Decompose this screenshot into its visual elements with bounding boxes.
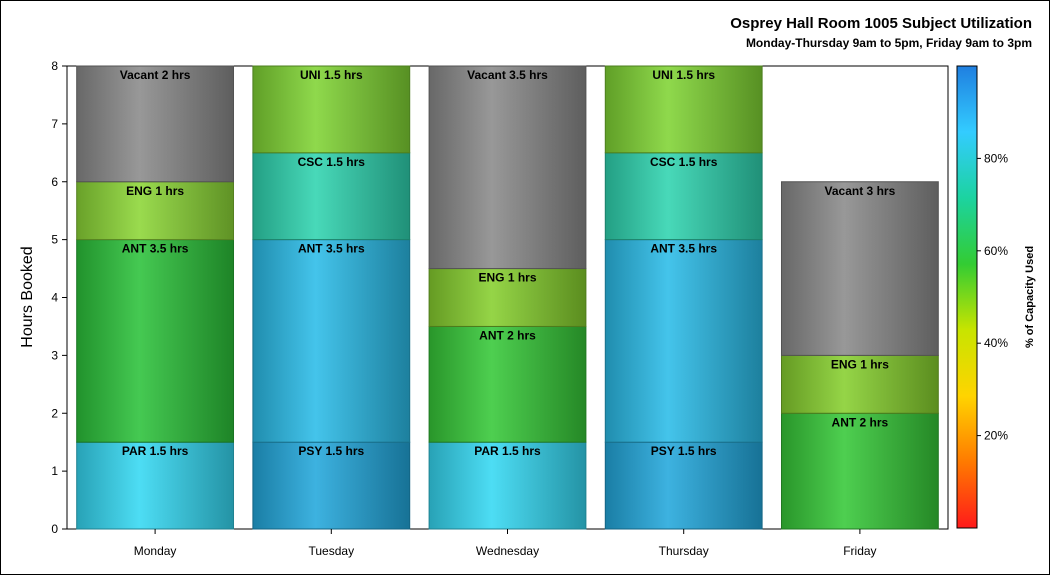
y-tick-label: 7: [51, 117, 58, 131]
segment-label: ENG 1 hrs: [126, 184, 184, 198]
bar-segment: [604, 441, 763, 530]
bar-segment: [76, 239, 235, 443]
bar-segment: [76, 441, 235, 530]
x-tick-label: Wednesday: [476, 544, 539, 558]
bar-segment: [252, 65, 411, 154]
chart-subtitle: Monday-Thursday 9am to 5pm, Friday 9am t…: [746, 36, 1032, 50]
segment-label: CSC 1.5 hrs: [650, 155, 718, 169]
x-tick-label: Thursday: [659, 544, 709, 558]
y-tick-label: 6: [51, 175, 58, 189]
y-tick-label: 8: [51, 59, 58, 73]
x-tick-label: Friday: [843, 544, 876, 558]
colorbar-tick-label: 60%: [984, 244, 1008, 258]
segment-label: CSC 1.5 hrs: [298, 155, 366, 169]
segment-label: Vacant 3 hrs: [825, 184, 896, 198]
segment-label: PSY 1.5 hrs: [298, 444, 364, 458]
bar-segment: [780, 412, 939, 530]
x-tick-label: Monday: [134, 544, 177, 558]
bar-segment: [604, 65, 763, 154]
bar-segment: [604, 239, 763, 443]
segment-label: ANT 3.5 hrs: [122, 242, 189, 256]
segment-label: ENG 1 hrs: [831, 357, 889, 371]
segment-label: Vacant 2 hrs: [120, 68, 191, 82]
segment-label: UNI 1.5 hrs: [652, 68, 715, 82]
bar-segment: [604, 152, 763, 241]
bar-segment: [780, 181, 939, 356]
colorbar-tick-label: 80%: [984, 151, 1008, 165]
bar-segment: [252, 152, 411, 241]
segment-label: ANT 3.5 hrs: [298, 242, 365, 256]
colorbar-tick-label: 40%: [984, 336, 1008, 350]
segment-label: ANT 2 hrs: [479, 328, 536, 342]
y-tick-label: 2: [51, 406, 58, 420]
segment-label: UNI 1.5 hrs: [300, 68, 363, 82]
y-axis-title: Hours Booked: [19, 246, 36, 347]
colorbar: [956, 65, 978, 529]
chart-title: Osprey Hall Room 1005 Subject Utilizatio…: [730, 15, 1032, 32]
y-tick-label: 1: [51, 464, 58, 478]
segment-label: PAR 1.5 hrs: [122, 444, 189, 458]
bar-segment: [252, 239, 411, 443]
y-tick-label: 3: [51, 348, 58, 362]
bar-segment: [76, 65, 235, 183]
y-tick-label: 4: [51, 291, 58, 305]
bar-segment: [780, 354, 939, 414]
bar-segment: [428, 65, 587, 270]
segment-label: ENG 1 hrs: [478, 271, 536, 285]
x-tick-label: Tuesday: [309, 544, 355, 558]
y-tick-label: 0: [51, 522, 58, 536]
colorbar-tick-label: 20%: [984, 429, 1008, 443]
bar-segment: [76, 181, 235, 241]
segment-label: ANT 3.5 hrs: [650, 242, 717, 256]
segment-label: Vacant 3.5 hrs: [467, 68, 548, 82]
bar-segment: [428, 325, 587, 443]
bar-segment: [252, 441, 411, 530]
y-tick-label: 5: [51, 233, 58, 247]
color-legend: 20% 40% 60% 80% % of Capacity Used: [956, 65, 1036, 529]
segment-label: ANT 2 hrs: [832, 415, 889, 429]
segment-label: PSY 1.5 hrs: [651, 444, 717, 458]
plot-area: 0 1 2 3 4 5 6 7 8 PAR 1.5 hrs ANT 3.5 hrs ENG 1 hrs…: [51, 59, 949, 558]
segment-label: PAR 1.5 hrs: [474, 444, 541, 458]
bar-segment: [428, 268, 587, 327]
bar-segment: [428, 441, 587, 530]
colorbar-title: % of Capacity Used: [1024, 246, 1036, 348]
